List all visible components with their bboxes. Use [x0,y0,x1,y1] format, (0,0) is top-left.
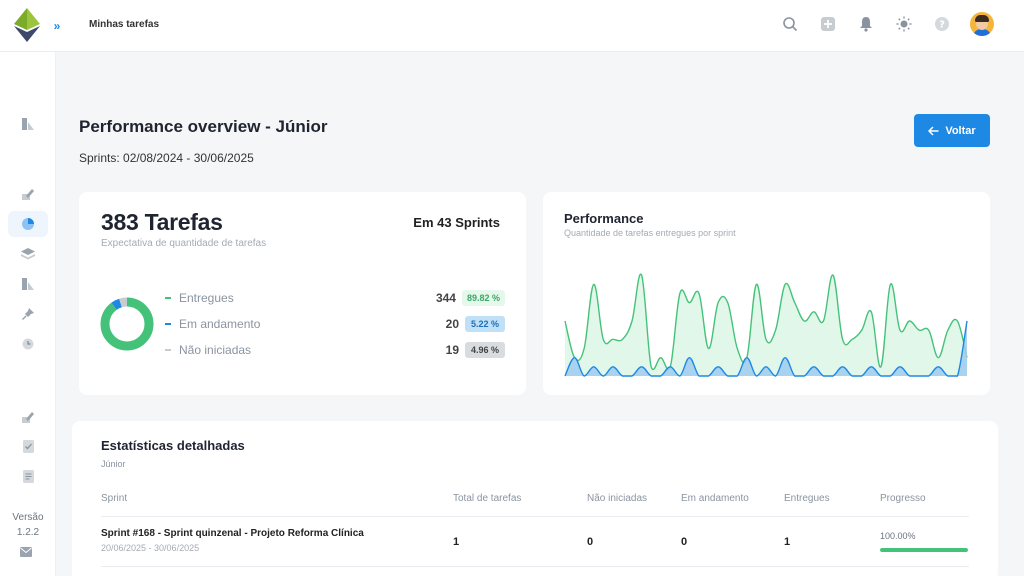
stats-subtitle: Júnior [101,459,126,469]
stats-title: Estatísticas detalhadas [101,438,245,453]
expand-sidebar-icon[interactable]: » [53,19,61,33]
legend-label: Entregues [179,291,234,305]
detailed-stats-card: Estatísticas detalhadas Júnior Sprint To… [72,421,998,576]
search-icon[interactable] [780,14,800,34]
help-icon[interactable]: ? [932,14,952,34]
pie-chart-icon[interactable] [8,211,48,237]
app-version: Versão 1.2.2 [0,510,56,540]
total-tasks: 383 Tarefas [101,209,223,235]
progress-fill [880,548,968,552]
performance-area-chart [564,273,968,377]
percent-badge: 89.82 % [461,290,505,306]
column-header-in-progress[interactable]: Em andamento [681,493,749,504]
edit-icon[interactable] [18,184,38,204]
sprints-count: Em 43 Sprints [413,215,500,230]
column-header-total[interactable]: Total de tarefas [453,493,522,504]
column-header-not-started[interactable]: Não iniciadas [587,493,648,504]
performance-card: Performance Quantidade de tarefas entreg… [543,192,990,395]
back-button[interactable]: Voltar [914,114,990,147]
version-number: 1.2.2 [16,527,40,538]
cell-delivered: 1 [784,536,791,548]
sprint-range: Sprints: 02/08/2024 - 30/06/2025 [79,151,254,165]
divider [101,516,969,517]
performance-title: Performance [564,211,644,226]
cell-total: 1 [453,536,460,548]
donut-segment-0 [100,297,154,351]
edit-icon[interactable] [18,407,38,427]
legend-item-delivered: Entregues 344 89.82 % [165,289,505,307]
legend-dash [165,323,171,325]
arrow-left-icon [928,125,939,136]
top-bar: » Minhas tarefas ? [0,0,1024,52]
divider [101,566,969,567]
legend-count: 20 [445,317,459,331]
column-header-progress[interactable]: Progresso [880,493,926,504]
app-logo[interactable] [14,8,40,42]
svg-text:?: ? [939,20,945,31]
tasks-summary-card: 383 Tarefas Expectativa de quantidade de… [79,192,526,395]
layers-icon[interactable] [18,244,38,264]
legend-dash [165,297,171,299]
sprint-name[interactable]: Sprint #168 - Sprint quinzenal - Projeto… [101,528,364,539]
performance-subtitle: Quantidade de tarefas entregues por spri… [564,228,736,238]
series-line-1 [564,320,968,377]
donut-segment-2 [100,297,154,351]
legend-label: Não iniciadas [179,343,252,357]
legend-item-in-progress: Em andamento 20 5.22 % [165,315,505,333]
progress-bar [880,548,968,552]
version-label: Versão [12,512,44,523]
add-icon[interactable] [818,14,838,34]
sidebar: Versão 1.2.2 [0,52,56,576]
avatar[interactable] [970,12,994,36]
series-area-0 [565,274,967,376]
pin-icon[interactable] [18,304,38,324]
mail-icon[interactable] [20,544,36,558]
percent-badge: 5.22 % [465,316,505,332]
dashboard-icon[interactable] [18,114,38,134]
legend-count: 344 [435,291,456,305]
breadcrumb[interactable]: Minhas tarefas [89,19,160,30]
column-header-sprint[interactable]: Sprint [101,493,128,504]
legend-item-not-started: Não iniciadas 19 4.96 % [165,341,505,359]
sun-icon[interactable] [894,14,914,34]
legend-label: Em andamento [179,317,261,331]
back-button-label: Voltar [945,124,976,137]
document-icon[interactable] [18,274,38,294]
legend-count: 19 [445,343,459,357]
total-tasks-subtitle: Expectativa de quantidade de tarefas [101,238,267,249]
column-header-delivered[interactable]: Entregues [784,493,830,504]
file-icon[interactable] [18,466,38,486]
bell-icon[interactable] [856,14,876,34]
page-title: Performance overview - Júnior [79,117,328,136]
checklist-icon[interactable] [18,436,38,456]
cell-not-started: 0 [587,536,594,548]
clock-icon[interactable] [18,334,38,354]
legend-dash [165,349,171,351]
cell-in-progress: 0 [681,536,688,548]
tasks-donut-chart [100,297,154,351]
sprint-dates: 20/06/2025 - 30/06/2025 [101,543,200,553]
percent-badge: 4.96 % [465,342,505,358]
progress-label: 100.00% [880,531,916,541]
series-line-0 [564,273,968,370]
